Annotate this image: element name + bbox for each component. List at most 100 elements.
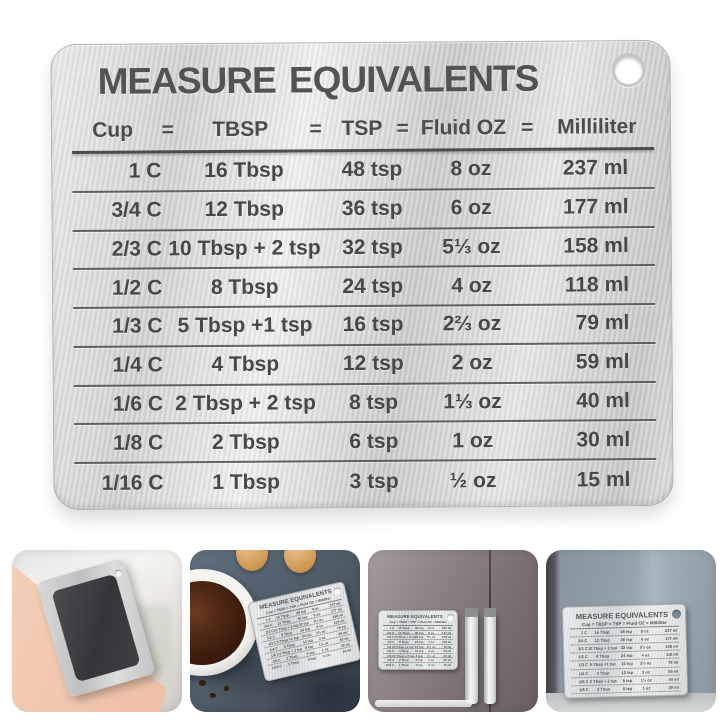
thumbnail-baking-scene[interactable]: MEASURE EQUIVALENTS Cup = TBSP = TSP = Fl… [190, 550, 360, 712]
mini-table-cell: 1/6 C [578, 678, 589, 685]
mini-table-cell: 1 oz [428, 658, 434, 663]
mini-table-cell: 1/3 C [578, 662, 589, 668]
hanging-hole [611, 53, 646, 88]
mini-table-row: 3/4 C 12 Tbsp 36 tsp 6 oz 177 ml [383, 630, 454, 636]
mini-table-cell: 12 Tbsp [594, 637, 610, 643]
mini-table-cell: 79 ml [443, 644, 452, 649]
mini-table-cell: 1/2 C [578, 654, 588, 660]
mini-table-cell: 1/8 C [579, 687, 589, 693]
mini-table-cell: 10 Tbsp + 2 tsp [587, 645, 617, 652]
mini-table-cell: 118 ml [665, 651, 679, 658]
mini-table-cell: 2⅔ oz [640, 660, 652, 667]
table-cell: 10 Tbsp + 2 tsp [168, 236, 321, 261]
table-cell: 6 oz [450, 196, 492, 220]
mixing-bowl [190, 569, 258, 677]
mini-table-cell: 3 tsp [415, 663, 423, 667]
mini-table-cell: 5 Tbsp +1 tsp [394, 644, 414, 649]
mini-table-cell: 8 oz [428, 626, 434, 631]
mini-table-cell: 6 oz [641, 636, 649, 642]
mini-table-cell: 12 tsp [414, 649, 424, 654]
magnet-pad [51, 573, 142, 682]
table-cell: 1/16 C [101, 471, 164, 495]
hanging-hole [447, 613, 455, 621]
conversion-plate: MEASURE EQUIVALENTS Cup = TBSP = TSP = F… [50, 39, 674, 511]
header-tbsp: TBSP [212, 117, 269, 142]
thumbnail-fridge-closeup[interactable]: MEASURE EQUIVALENTS Cup = TBSP = TSP = Fl… [546, 550, 716, 712]
mini-table-cell: 6 oz [428, 630, 434, 635]
thumbnail-strip: MEASURE EQUIVALENTS Cup = TBSP = TSP = Fl… [0, 540, 720, 720]
hanging-hole [671, 609, 681, 619]
table-cell: 1/2 C [111, 276, 163, 300]
chocolate-chip [198, 679, 206, 686]
table-cell: 12 Tbsp [204, 197, 284, 222]
mini-table-cell: 2/3 C [387, 635, 395, 640]
mini-chart: MEASURE EQUIVALENTS Cup = TBSP = TSP = Fl… [253, 586, 354, 676]
mini-table-cell: 1 oz [642, 685, 651, 691]
table-body: 1 C 16 Tbsp 48 tsp 8 oz 237 ml 3/4 C 12 Tbsp 36… [72, 149, 657, 503]
table-cell: 1⅓ oz [443, 390, 502, 414]
mini-table-cell: 4 Tbsp [398, 649, 409, 654]
mini-table-cell: 59 ml [668, 668, 679, 674]
table-row: 1/3 C 5 Tbsp +1 tsp 16 tsp 2⅔ oz 79 ml [73, 305, 656, 348]
mini-table-cell: 10 Tbsp + 2 tsp [394, 635, 417, 640]
mini-table-cell: 8 tsp [415, 653, 423, 658]
mini-table-cell: 5⅓ oz [639, 644, 651, 650]
mini-chart-header: Cup = TBSP = TSP = Fluid OZ = Milliliter [383, 620, 454, 627]
table-cell: 6 tsp [349, 429, 399, 453]
table-cell: 1/6 C [112, 392, 164, 416]
table-cell: ½ oz [449, 468, 497, 493]
mini-table-cell: 15 ml [656, 693, 681, 694]
plate-title: MEASURE EQUIVALENTS [97, 57, 539, 102]
table-cell: 16 Tbsp [204, 158, 284, 183]
thumbnail-fridge-door[interactable]: MEASURE EQUIVALENTS Cup = TBSP = TSP = Fl… [368, 550, 538, 712]
mini-table-cell: 1/3 C [387, 644, 395, 649]
mini-table-cell: 1⅓ oz [640, 677, 652, 683]
mini-table-cell: 177 ml [441, 630, 452, 635]
conversion-plate-small: MEASURE EQUIVALENTS Cup = TBSP = TSP = Fl… [246, 580, 360, 682]
equals-sign: = [309, 117, 322, 141]
chocolate-chip [224, 686, 229, 692]
table-row: 1/4 C 4 Tbsp 12 tsp 2 oz 59 ml [73, 343, 656, 387]
mini-table-cell: 2 Tbsp [398, 658, 409, 663]
mini-table-cell: 8 tsp [622, 677, 633, 683]
mini-table-cell: 2 oz [641, 669, 650, 675]
mini-table-cell: 48 tsp [414, 626, 424, 631]
mini-table-cell: 12 Tbsp [398, 630, 410, 635]
mini-table-cell: 6 tsp [415, 658, 423, 663]
mini-table-cell: 1/4 C [578, 670, 589, 676]
table-cell: 158 ml [563, 234, 629, 258]
table-cell: 16 tsp [342, 313, 404, 337]
table-cell: 118 ml [564, 272, 630, 297]
mini-table-cell: 1 Tbsp [398, 663, 409, 667]
table-cell: 36 tsp [341, 196, 403, 221]
mini-table-cell: 1/4 C [387, 649, 395, 654]
table-cell: 1 Tbsp [212, 470, 281, 494]
mini-table-cell: 3/4 C [577, 637, 588, 644]
chocolate-chip [210, 692, 217, 698]
mini-table-cell: 1/16 C [385, 663, 395, 667]
mini-table-cell: 177 ml [665, 635, 678, 641]
table-cell: 4 Tbsp [211, 352, 280, 377]
mini-table-row: 1 C 16 Tbsp 48 tsp 8 oz 237 ml [383, 626, 454, 631]
table-cell: 40 ml [576, 389, 630, 413]
table-row: 3/4 C 12 Tbsp 36 tsp 6 oz 177 ml [72, 188, 655, 232]
table-cell: 2 Tbsp [211, 430, 280, 454]
mini-chart: MEASURE EQUIVALENTS Cup = TBSP = TSP = Fl… [383, 613, 454, 667]
table-cell: 2/3 C [111, 237, 163, 261]
equals-sign: = [396, 116, 409, 140]
product-photo: MEASURE EQUIVALENTS Cup = TBSP = TSP = F… [50, 39, 674, 511]
mini-table-cell: 8 oz [640, 628, 649, 634]
table-row: 1/2 C 8 Tbsp 24 tsp 4 oz 118 ml [72, 266, 656, 310]
mini-table-cell: 1 C [580, 629, 588, 635]
floor-strip [374, 699, 472, 708]
mini-table-cell: 32 tsp [620, 644, 633, 651]
mini-table-cell: 1/6 C [387, 653, 395, 658]
table-row: 1 C 16 Tbsp 48 tsp 8 oz 237 ml [72, 149, 655, 193]
mini-table-cell: 24 tsp [414, 640, 424, 645]
mini-table-cell: 8 Tbsp [398, 640, 409, 645]
thumbnail-magnet-back-view[interactable] [12, 550, 182, 712]
header-tsp: TSP [341, 116, 383, 141]
header-floz: Fluid OZ [420, 115, 507, 140]
